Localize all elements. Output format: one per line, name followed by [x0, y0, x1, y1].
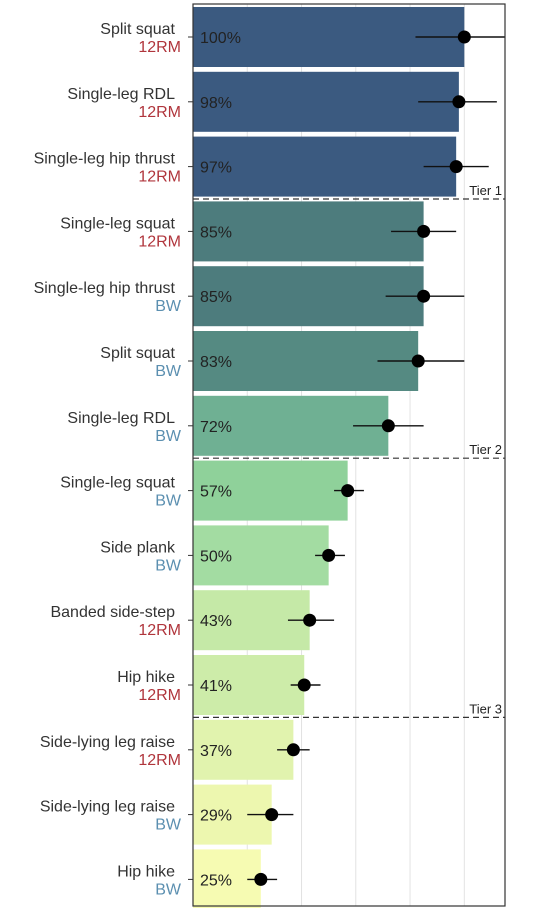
- load-label: 12RM: [138, 169, 181, 186]
- bar: [193, 201, 424, 262]
- load-label: 12RM: [138, 39, 181, 56]
- tier-label: Tier 1: [469, 183, 502, 198]
- point-estimate: [449, 160, 463, 174]
- exercise-label: Single-leg squat: [60, 215, 175, 232]
- exercise-label: Split squat: [100, 345, 175, 362]
- bar-value-label: 37%: [200, 743, 232, 760]
- load-label: 12RM: [138, 233, 181, 250]
- bar-value-label: 50%: [200, 548, 232, 565]
- bar-value-label: 97%: [200, 160, 232, 177]
- bar: [193, 460, 348, 521]
- load-label: BW: [155, 557, 182, 574]
- exercise-label: Single-leg squat: [60, 475, 175, 492]
- point-estimate: [417, 224, 431, 238]
- exercise-label: Split squat: [100, 21, 175, 38]
- load-label: BW: [155, 363, 182, 380]
- load-label: BW: [155, 881, 182, 898]
- bar-value-label: 85%: [200, 224, 232, 241]
- exercise-label: Banded side-step: [50, 604, 175, 621]
- bar: [193, 71, 459, 132]
- point-estimate: [254, 872, 268, 886]
- bar-value-label: 72%: [200, 419, 232, 436]
- bar-value-label: 57%: [200, 484, 232, 501]
- exercise-label: Single-leg hip thrust: [34, 280, 176, 297]
- load-label: 12RM: [138, 687, 181, 704]
- load-label: BW: [155, 493, 182, 510]
- tier-label: Tier 2: [469, 442, 502, 457]
- exercise-label: Single-leg RDL: [67, 410, 175, 427]
- load-label: 12RM: [138, 752, 181, 769]
- point-estimate: [417, 289, 431, 303]
- bar: [193, 525, 329, 586]
- tier-dividers: Tier 1 Tier 2 Tier 3: [193, 183, 505, 719]
- exercise-label: Single-leg RDL: [67, 86, 175, 103]
- point-estimate: [265, 808, 279, 822]
- bars: 100% 98% 97% 85% 85% 83% 72% 57% 50% 43% 41% 37% 29%…: [193, 7, 465, 908]
- load-label: BW: [155, 298, 182, 315]
- point-estimate: [452, 95, 466, 109]
- point-estimate: [322, 548, 336, 562]
- exercise-label: Hip hike: [117, 669, 175, 686]
- error-bars: [247, 30, 505, 886]
- bar-value-label: 85%: [200, 289, 232, 306]
- exercise-label: Hip hike: [117, 863, 175, 880]
- exercise-label: Side-lying leg raise: [40, 799, 175, 816]
- point-estimate: [286, 743, 300, 757]
- bar: [193, 136, 457, 197]
- bar-value-label: 98%: [200, 95, 232, 112]
- bar-value-label: 29%: [200, 808, 232, 825]
- load-label: BW: [155, 428, 182, 445]
- exercise-label: Side-lying leg raise: [40, 734, 175, 751]
- point-estimate: [341, 484, 355, 498]
- bar-value-label: 25%: [200, 872, 232, 889]
- load-label: BW: [155, 817, 182, 834]
- plot-panel-border: [192, 3, 506, 907]
- bar: [193, 655, 305, 715]
- point-estimate: [457, 30, 471, 44]
- point-estimate: [303, 613, 317, 627]
- load-label: 12RM: [138, 622, 181, 639]
- exercise-label: Single-leg hip thrust: [34, 151, 176, 168]
- tier-label: Tier 3: [469, 701, 502, 716]
- bar-value-label: 83%: [200, 354, 232, 371]
- bar-value-label: 100%: [200, 30, 241, 47]
- point-estimate: [411, 354, 425, 368]
- load-label: 12RM: [138, 104, 181, 121]
- bar: [193, 719, 294, 780]
- bar-value-label: 43%: [200, 613, 232, 630]
- point-estimate: [297, 678, 311, 692]
- bar-value-label: 41%: [200, 678, 232, 695]
- point-estimate: [381, 419, 395, 433]
- exercise-label: Side plank: [100, 539, 176, 556]
- bar: [193, 266, 424, 327]
